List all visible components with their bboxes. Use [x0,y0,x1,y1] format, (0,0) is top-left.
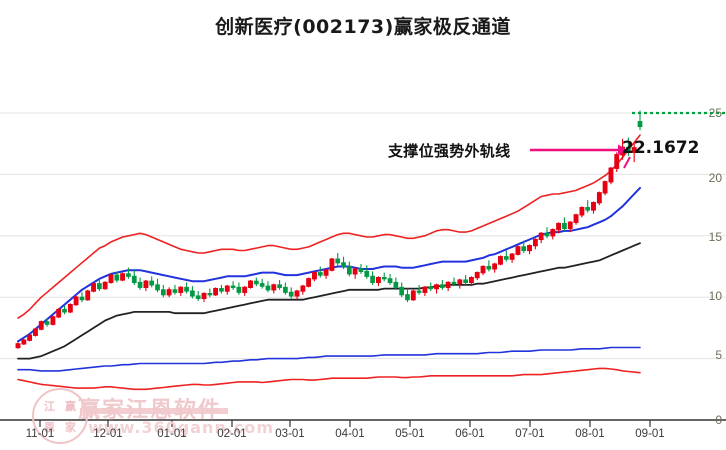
x-axis-tick-label: 12-01 [93,428,123,440]
x-axis-tick-label: 07-01 [515,428,545,440]
x-axis-tick-label: 04-01 [335,428,365,440]
x-axis-tick-label: 02-01 [217,428,247,440]
x-axis-tick-label: 09-01 [635,428,665,440]
y-axis-tick-label: 10 [708,289,722,303]
y-axis-tick-label: 0 [715,413,722,427]
x-axis-tick-label: 05-01 [395,428,425,440]
y-axis-tick-label: 15 [708,230,722,244]
x-axis-tick-label: 06-01 [455,428,485,440]
x-axis-tick-label: 11-01 [25,428,55,440]
support-line-annotation-label: 支撑位强势外轨线 [388,142,511,160]
x-axis-tick-label: 08-01 [575,428,605,440]
x-axis-tick-label: 01-01 [157,428,187,440]
y-axis-tick-label: 5 [715,348,722,362]
y-axis-tick-label: 20 [708,171,722,185]
support-line-price-value: 22.1672 [622,138,700,158]
y-axis-tick-label: 25 [708,106,722,120]
page-title: 创新医疗(002173)赢家极反通道 [215,16,511,38]
x-axis-tick-label: 03-01 [275,428,305,440]
